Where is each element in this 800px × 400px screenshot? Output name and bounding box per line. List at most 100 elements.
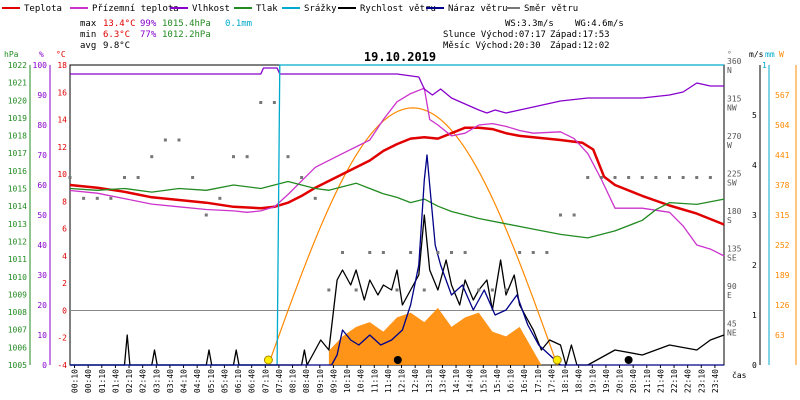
legend-item-vlhkost: Vlhkost (170, 4, 230, 14)
x-tick-label: 01:10 (98, 369, 107, 393)
tick-temp: -2 (57, 334, 67, 343)
tick-hum: 80 (37, 121, 47, 130)
dir-point (531, 251, 535, 254)
legend-item-prizemni-teplota: Přízemní teplota (70, 4, 179, 14)
dir-point (477, 288, 481, 292)
tick-hum: 90 (37, 91, 47, 100)
x-tick-label: 10:10 (343, 369, 352, 393)
tick-press: 1005 (8, 361, 27, 370)
tick-press: 1021 (8, 79, 27, 88)
x-tick-label: 05:10 (207, 369, 216, 393)
stats-min-press: 1012.2hPa (162, 30, 211, 40)
dir-point (150, 155, 154, 159)
unit-degc: °C (56, 50, 66, 59)
x-tick-label: 13:40 (438, 369, 447, 393)
dir-point (450, 251, 453, 254)
tick-press: 1009 (8, 290, 27, 299)
dir-point (368, 251, 372, 254)
legend: Teplota Přízemní teplota Vlhkost Tlak Sr… (2, 4, 578, 14)
dir-point (559, 213, 562, 217)
dir-point (341, 251, 344, 254)
unit-w: W (779, 50, 784, 59)
tick-dir: 225 (727, 170, 742, 179)
tick-hum: 70 (37, 151, 47, 160)
legend-item-teplota: Teplota (2, 4, 62, 14)
x-tick-label: 18:10 (561, 369, 570, 393)
dir-point (463, 251, 467, 254)
tick-dir: 315 (727, 95, 742, 104)
stats-avg-temp: 9.8°C (103, 41, 130, 51)
axes: -4-2024681012141618010203040506070809010… (8, 57, 797, 393)
tick-sol: 189 (775, 271, 790, 280)
x-tick-label: 12:10 (398, 369, 407, 393)
tick-hum: 40 (37, 241, 47, 250)
tick-wind: 0 (752, 361, 757, 370)
tick-dir-label: S (727, 216, 732, 225)
tick-temp: 8 (62, 197, 67, 206)
x-tick-label: 01:40 (111, 369, 120, 393)
tick-temp: 0 (62, 306, 67, 315)
tick-temp: 10 (57, 170, 67, 179)
tick-dir: 135 (727, 245, 742, 254)
x-tick-label: 12:40 (411, 369, 420, 393)
unit-deg: ° (727, 50, 732, 59)
dir-point (395, 288, 399, 292)
tick-dir: 45 (727, 320, 737, 329)
tick-hum: 50 (37, 211, 47, 220)
tick-press: 1013 (8, 220, 27, 229)
tick-hum: 10 (37, 331, 47, 340)
info-slunce-zapad: Západ:17:53 (550, 30, 610, 40)
x-tick-label: 16:10 (507, 369, 516, 393)
stats-min-hum: 77% (140, 30, 157, 40)
marks (68, 64, 725, 366)
tick-sol: 567 (775, 91, 790, 100)
dir-point (599, 176, 603, 179)
dir-point (613, 176, 617, 179)
tick-dir: 270 (727, 132, 742, 141)
tick-sol: 378 (775, 181, 790, 190)
series-p-zemn-teplota (69, 87, 725, 257)
stats-avg-label: avg (80, 41, 96, 51)
x-tick-label: 21:40 (656, 369, 665, 393)
dir-point (313, 196, 317, 200)
solar-area (328, 307, 542, 365)
x-tick-label: 11:10 (370, 369, 379, 393)
x-tick-label: 23:40 (711, 369, 720, 393)
legend-tlak: Tlak (256, 4, 278, 14)
x-tick-label: 15:10 (479, 369, 488, 393)
tick-wind: 1 (752, 311, 757, 320)
legend-smer-vetru: Směr větru (524, 4, 578, 14)
x-tick-label: 14:10 (452, 369, 461, 393)
x-tick-label: 09:40 (329, 369, 338, 393)
x-tick-label: 09:10 (316, 369, 325, 393)
x-tick-label: 02:10 (125, 369, 134, 393)
dir-point (327, 288, 331, 292)
dir-point (668, 176, 671, 179)
x-tick-label: 04:40 (193, 369, 202, 393)
dir-point (354, 288, 358, 292)
series-rychlost-v-tru (70, 214, 725, 366)
tick-temp: 2 (62, 279, 67, 288)
legend-teplota: Teplota (24, 4, 62, 14)
dir-point (518, 251, 522, 254)
unit-pct: % (39, 50, 44, 59)
tick-press: 1010 (8, 273, 27, 282)
x-tick-label: 20:40 (629, 369, 638, 393)
x-tick-label: 10:40 (357, 369, 366, 393)
x-axis-label: čas (732, 370, 747, 380)
tick-press: 1006 (8, 343, 27, 352)
stats-max-press: 1015.4hPa (162, 19, 211, 29)
tick-hum: 20 (37, 301, 47, 310)
dir-point (708, 176, 712, 179)
tick-sol: 63 (775, 331, 785, 340)
dir-point (218, 196, 222, 200)
x-tick-label: 19:10 (588, 369, 597, 393)
x-tick-label: 04:10 (180, 369, 189, 393)
tick-sol: 126 (775, 301, 790, 310)
tick-temp: 16 (57, 88, 67, 97)
series-teplota (69, 126, 725, 226)
x-tick-label: 07:10 (261, 369, 270, 393)
legend-prizemni-teplota: Přízemní teplota (92, 4, 179, 14)
x-tick-label: 21:10 (643, 369, 652, 393)
info-mesic-zapad: Západ:12:02 (550, 41, 610, 51)
